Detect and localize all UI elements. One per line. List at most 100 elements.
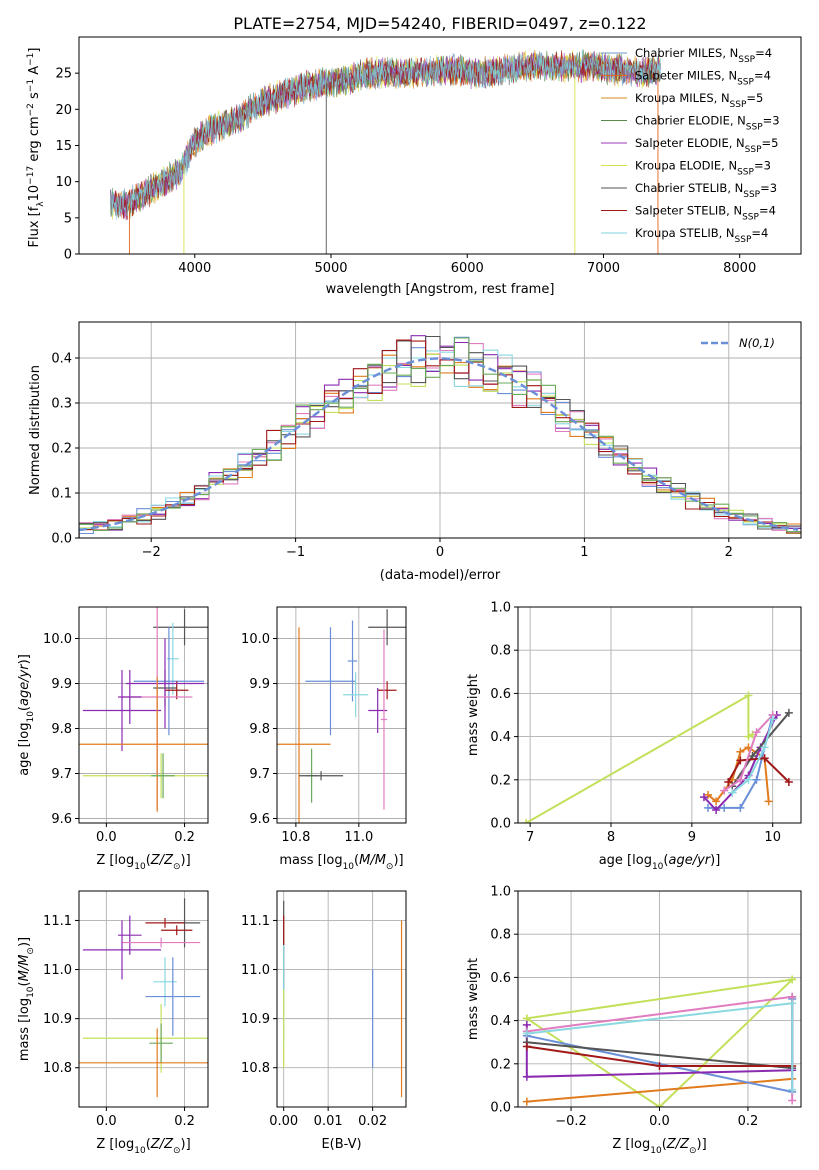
y-tick-label: 0.0 — [490, 1101, 511, 1116]
series-point-blue — [752, 775, 761, 784]
y-tick-label: 0.0 — [490, 817, 511, 832]
y-tick-label: 15 — [55, 139, 72, 154]
series-line-lime — [525, 693, 753, 823]
y-tick-label: 9.6 — [51, 812, 72, 827]
series-point-blue — [736, 803, 745, 812]
plot-area — [79, 898, 208, 1098]
x-axis-label: E(B-V) — [321, 1137, 361, 1152]
chart-residuals: −2 −1 0 1 2 0.0 0.1 0.2 0.3 0.4 N(0,1) (data-model)… — [28, 321, 802, 583]
axes-frame — [78, 606, 209, 824]
y-tick-label: 10.0 — [43, 632, 72, 647]
series-point-purple — [712, 806, 721, 815]
x-tick-label: 2 — [725, 545, 733, 560]
x-axis-label: Z [log10(Z/Z⊙)] — [96, 1137, 190, 1156]
axes-frame — [517, 890, 802, 1108]
y-tick-label: 0.2 — [490, 773, 511, 788]
series-point-red — [736, 756, 745, 765]
series-point-lime — [744, 732, 753, 741]
series-point-red — [522, 1042, 531, 1051]
y-tick-label: 10.9 — [43, 1012, 72, 1027]
y-tick-label: 0.1 — [51, 487, 72, 502]
y-tick-label: 11.1 — [43, 914, 72, 929]
x-tick-label: 9 — [688, 830, 696, 845]
y-tick-label: 0.0 — [51, 532, 72, 547]
y-tick-label: 9.6 — [249, 812, 270, 827]
y-tick-label: 0.2 — [51, 442, 72, 457]
series-point-red — [655, 1061, 664, 1070]
plot-area — [522, 691, 793, 823]
axes-frame — [78, 321, 802, 539]
x-tick-label: −0.2 — [555, 1114, 587, 1129]
x-tick-label: 5000 — [314, 261, 347, 276]
series-point-cyan — [728, 788, 737, 797]
x-tick-label: −1 — [286, 545, 305, 560]
x-tick-label: 0.02 — [358, 1114, 387, 1129]
series-point-cyan — [522, 1029, 531, 1038]
y-tick-label: 0.8 — [490, 928, 511, 943]
series-point-cyan — [768, 715, 777, 724]
legend-entry-normal: N(0,1) — [739, 336, 775, 350]
series-line-red — [727, 757, 790, 783]
series-point-cyan — [760, 743, 769, 752]
y-tick-label: 11.0 — [241, 963, 270, 978]
series-point-cyan — [788, 999, 797, 1008]
y-tick-label: 9.7 — [51, 767, 72, 782]
x-tick-label: 1 — [580, 545, 588, 560]
x-tick-label: 8 — [607, 830, 615, 845]
y-tick-label: 1.0 — [490, 885, 511, 900]
plot-area — [79, 335, 801, 538]
series-point-lime — [522, 819, 531, 823]
chart-spectrum: 4000 5000 6000 7000 8000 0 5 10 15 20 25 Chabrier M… — [26, 36, 802, 297]
chart-mass_weight_vs_Z: −0.2 0.0 0.2 0.0 0.2 0.4 0.6 0.8 1.0 Z [log10(Z/Z… — [466, 885, 802, 1156]
series-point-pink — [720, 786, 729, 795]
x-tick-label: 0.0 — [649, 1114, 670, 1129]
series-point-purple — [699, 793, 708, 802]
y-tick-label: 20 — [55, 103, 72, 118]
legend-entry-chabrier_stelib: Chabrier STELIB, NSSP=3 — [635, 181, 777, 200]
y-axis-label: Normed distribution — [28, 365, 43, 495]
legend-entry-salpeter_miles: Salpeter MILES, NSSP=4 — [635, 69, 771, 88]
x-axis-label: mass [log10(M/M⊙)] — [279, 853, 403, 872]
y-tick-label: 9.7 — [249, 767, 270, 782]
series-point-red — [724, 777, 733, 786]
legend-entry-salpeter_elodie: Salpeter ELODIE, NSSP=5 — [635, 136, 778, 155]
y-tick-label: 10.8 — [241, 1061, 270, 1076]
x-axis-label: (data-model)/error — [380, 568, 501, 583]
plot-area — [283, 900, 403, 1098]
x-tick-label: 0.0 — [96, 830, 117, 845]
y-axis-label: Flux [fλ10−17 erg cm−2 s−1 A−1] — [26, 48, 46, 248]
x-tick-label: 10 — [764, 830, 781, 845]
chart-mass_weight_vs_age: 7 8 9 10 0.0 0.2 0.4 0.6 0.8 1.0 age [log10(age/yr… — [466, 601, 802, 872]
y-tick-label: 0.6 — [490, 687, 511, 702]
x-tick-label: 7000 — [587, 261, 620, 276]
y-axis-label: mass weight — [466, 958, 481, 1040]
y-tick-label: 0.3 — [51, 397, 72, 412]
x-axis-label: Z [log10(Z/Z⊙)] — [96, 853, 190, 872]
y-tick-label: 9.9 — [51, 677, 72, 692]
x-tick-label: −2 — [142, 545, 161, 560]
plot-area — [79, 607, 208, 812]
x-tick-label: 7 — [526, 830, 534, 845]
x-tick-label: 0.0 — [96, 1114, 117, 1129]
x-tick-label: 4000 — [178, 261, 211, 276]
y-tick-label: 0.4 — [490, 730, 511, 745]
series-line-pink — [723, 714, 774, 792]
series-point-red — [784, 777, 793, 786]
series-point-lime — [655, 1103, 664, 1107]
y-axis-label: mass [log10(M/M⊙)] — [17, 937, 36, 1061]
y-tick-label: 0 — [64, 248, 72, 263]
y-tick-label: 0.4 — [51, 352, 72, 367]
axes-frame — [78, 890, 209, 1108]
y-tick-label: 0.8 — [490, 644, 511, 659]
legend-entry-chabrier_elodie: Chabrier ELODIE, NSSP=3 — [635, 114, 780, 133]
x-axis-label: age [log10(age/yr)] — [599, 853, 721, 872]
chart-mass_vs_Z: 0.0 0.2 10.8 10.9 11.0 11.1 Z [log10(Z/Z⊙)] mas… — [17, 890, 209, 1156]
x-tick-label: 0.01 — [314, 1114, 343, 1129]
x-tick-label: 11.0 — [344, 830, 373, 845]
x-tick-label: 0 — [436, 545, 444, 560]
y-tick-label: 0.4 — [490, 1014, 511, 1029]
chart-age_vs_Z: 0.0 0.2 9.6 9.7 9.8 9.9 10.0 Z [log10(Z/Z⊙)] age… — [17, 606, 209, 872]
y-tick-label: 10 — [55, 175, 72, 190]
y-tick-label: 11.0 — [43, 963, 72, 978]
